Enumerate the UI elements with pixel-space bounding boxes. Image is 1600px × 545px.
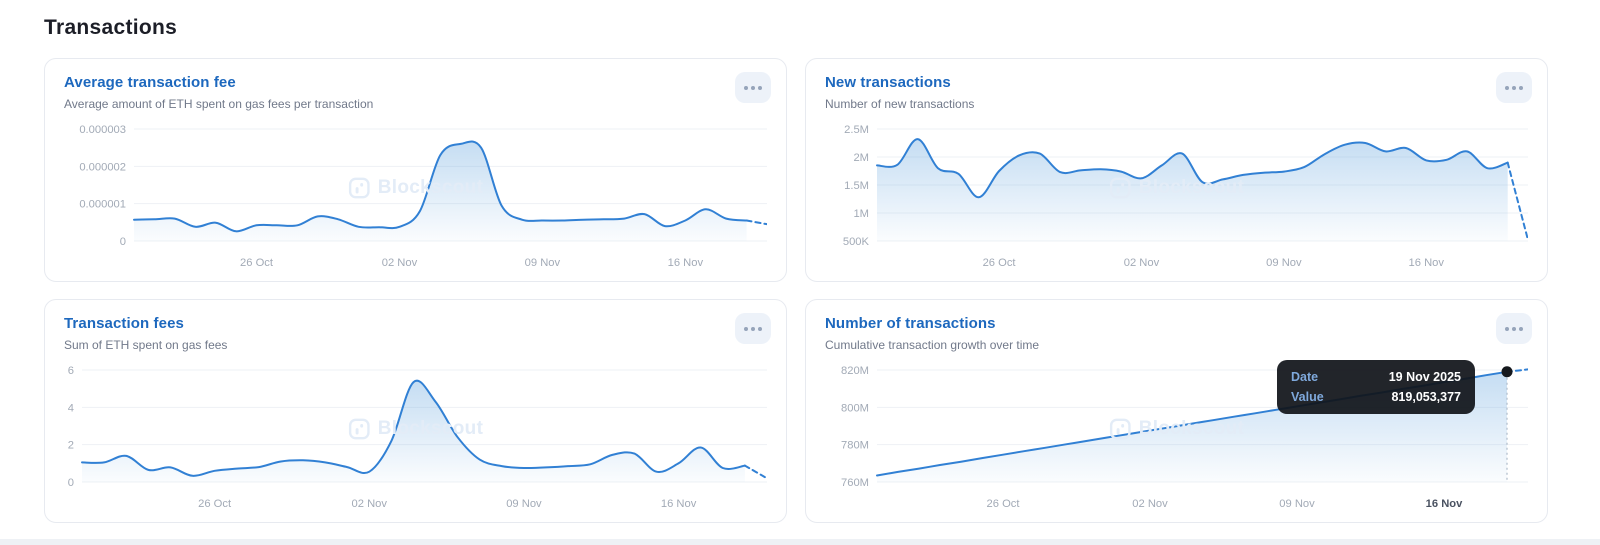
ellipsis-icon (1505, 326, 1523, 331)
svg-text:16 Nov: 16 Nov (661, 498, 697, 510)
svg-text:0: 0 (68, 477, 74, 489)
chart-canvas[interactable]: Blockscout 6 4 2 0 26 Oct 02 Nov 09 Nov 16 Nov (64, 360, 767, 516)
svg-text:1.5M: 1.5M (844, 180, 869, 192)
charts-grid: Average transaction fee Average amount o… (44, 58, 1548, 523)
next-section-edge (0, 539, 1600, 545)
svg-text:0.000002: 0.000002 (79, 161, 126, 173)
svg-text:09 Nov: 09 Nov (1266, 257, 1302, 269)
svg-text:26 Oct: 26 Oct (987, 498, 1021, 510)
svg-text:4: 4 (68, 402, 74, 414)
page-title: Transactions (44, 16, 178, 39)
svg-text:02 Nov: 02 Nov (1132, 498, 1168, 510)
chart-card-number-of-transactions: Number of transactions Cumulative transa… (805, 299, 1548, 523)
line-chart: 0.000003 0.000002 0.000001 0 26 Oct 02 Nov 09 … (79, 124, 767, 269)
svg-text:02 Nov: 02 Nov (382, 257, 418, 269)
card-header: New transactions Number of new transacti… (825, 74, 1528, 111)
tooltip-value-value: 819,053,377 (1391, 390, 1461, 404)
svg-text:500K: 500K (843, 236, 870, 248)
svg-text:0: 0 (120, 236, 126, 248)
chart-card-average-transaction-fee: Average transaction fee Average amount o… (44, 58, 787, 282)
chart-subtitle: Number of new transactions (825, 97, 975, 111)
tooltip-date-label: Date (1291, 370, 1319, 384)
transactions-charts-page: Transactions Average transaction fee Ave… (44, 16, 1548, 523)
chart-subtitle: Sum of ETH spent on gas fees (64, 338, 228, 352)
svg-text:26 Oct: 26 Oct (240, 257, 274, 269)
chart-canvas[interactable]: Blockscout 2.5M 2M 1.5M 1M 500K 26 Oct 02 Nov 0… (825, 119, 1528, 275)
card-header: Transaction fees Sum of ETH spent on gas… (64, 315, 767, 352)
chart-menu-button[interactable] (735, 313, 771, 344)
svg-text:16 Nov: 16 Nov (668, 257, 704, 269)
tooltip-value-label: Value (1291, 390, 1324, 404)
svg-text:760M: 760M (841, 477, 869, 489)
svg-text:2M: 2M (853, 152, 869, 164)
svg-text:2: 2 (68, 440, 74, 452)
svg-text:16 Nov: 16 Nov (1426, 498, 1463, 510)
chart-canvas[interactable]: Blockscout 0.000003 0.000002 0.000001 0 26 O… (64, 119, 767, 275)
ellipsis-icon (1505, 85, 1523, 90)
svg-text:6: 6 (68, 365, 74, 377)
card-header: Number of transactions Cumulative transa… (825, 315, 1528, 352)
svg-text:02 Nov: 02 Nov (352, 498, 388, 510)
line-chart: 6 4 2 0 26 Oct 02 Nov 09 Nov 16 Nov (68, 365, 767, 510)
chart-title: Average transaction fee (64, 74, 236, 91)
chart-title: New transactions (825, 74, 951, 91)
svg-text:820M: 820M (841, 365, 869, 377)
card-header: Average transaction fee Average amount o… (64, 74, 767, 111)
chart-subtitle: Cumulative transaction growth over time (825, 338, 1040, 352)
chart-hover-tooltip: Date 19 Nov 2025 Value 819,053,377 (1277, 360, 1475, 414)
chart-menu-button[interactable] (735, 72, 771, 103)
chart-menu-button[interactable] (1496, 313, 1532, 344)
svg-text:1M: 1M (853, 208, 869, 220)
line-chart: 2.5M 2M 1.5M 1M 500K 26 Oct 02 Nov 09 Nov 16 Nov (843, 124, 1528, 269)
chart-canvas[interactable]: Blockscout 820M 800M 780M 760M 26 Oct 02 Nov 0… (825, 360, 1528, 516)
chart-card-transaction-fees: Transaction fees Sum of ETH spent on gas… (44, 299, 787, 523)
chart-title: Transaction fees (64, 315, 184, 332)
chart-menu-button[interactable] (1496, 72, 1532, 103)
chart-subtitle: Average amount of ETH spent on gas fees … (64, 97, 374, 111)
ellipsis-icon (744, 85, 762, 90)
svg-text:0.000001: 0.000001 (79, 199, 126, 211)
svg-text:780M: 780M (841, 440, 869, 452)
svg-text:800M: 800M (841, 402, 869, 414)
svg-text:0.000003: 0.000003 (79, 124, 126, 136)
svg-text:02 Nov: 02 Nov (1124, 257, 1160, 269)
svg-text:09 Nov: 09 Nov (525, 257, 561, 269)
svg-text:26 Oct: 26 Oct (198, 498, 232, 510)
svg-text:26 Oct: 26 Oct (983, 257, 1017, 269)
svg-text:16 Nov: 16 Nov (1409, 257, 1445, 269)
chart-card-new-transactions: New transactions Number of new transacti… (805, 58, 1548, 282)
svg-text:2.5M: 2.5M (844, 124, 869, 136)
tooltip-date-value: 19 Nov 2025 (1388, 370, 1461, 384)
chart-title: Number of transactions (825, 315, 996, 332)
svg-text:09 Nov: 09 Nov (1279, 498, 1315, 510)
svg-text:09 Nov: 09 Nov (506, 498, 542, 510)
ellipsis-icon (744, 326, 762, 331)
